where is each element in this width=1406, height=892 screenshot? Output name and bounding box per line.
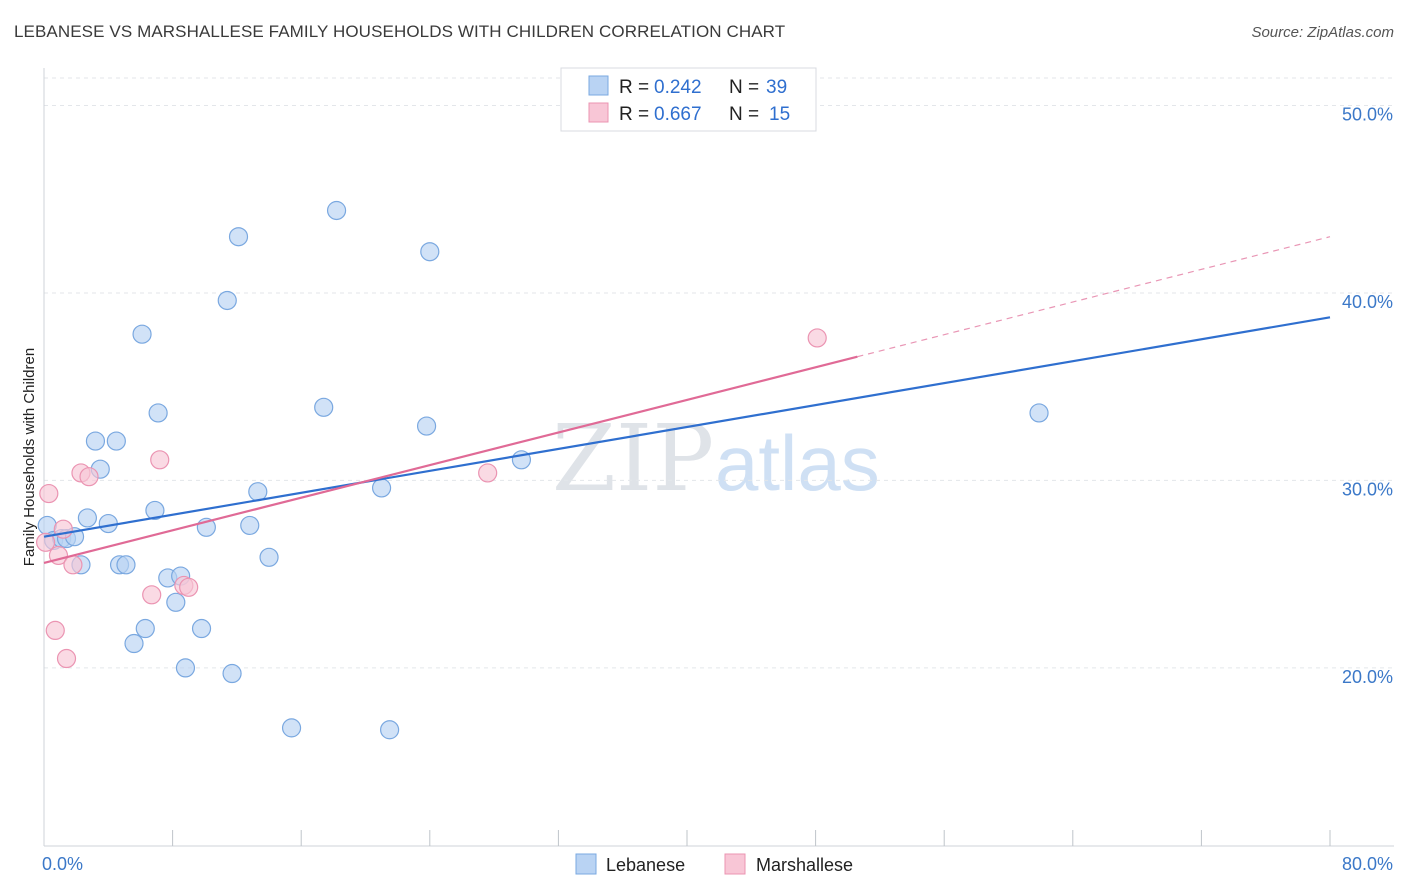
legend-n-value-marshallese: 15 [769,104,790,125]
trend-line-marshallese-extrapolated [857,236,1331,358]
watermark-zip: ZIP [552,405,714,512]
point-lebanese [106,431,126,451]
legend-swatch-marshallese [588,102,609,123]
point-marshallese [179,577,199,597]
point-marshallese [79,467,99,487]
point-lebanese [85,431,106,451]
point-lebanese [380,720,400,740]
bottom-legend: Lebanese Marshallese [575,853,853,875]
x-tick-label-min: 0.0% [42,854,83,874]
point-marshallese [39,483,59,504]
legend-r-label-marshallese: R = [619,104,649,125]
point-lebanese [124,633,144,654]
point-lebanese [1029,403,1049,423]
legend-swatch-lebanese [588,75,609,96]
point-lebanese [166,592,186,612]
x-tick-label-max: 80.0% [1342,854,1393,874]
point-marshallese [478,463,498,483]
point-lebanese [148,403,168,423]
data-points [36,200,1049,740]
point-lebanese [191,618,212,639]
point-lebanese [135,618,155,639]
legend: R = 0.242 N = 39 R = 0.667 N = 15 [560,67,817,132]
point-marshallese [63,555,83,575]
point-marshallese [56,648,77,669]
point-marshallese [45,620,65,641]
point-lebanese [228,227,249,247]
trend-line-marshallese [43,355,858,564]
bottom-legend-swatch-lebanese [575,853,597,875]
point-lebanese [281,718,302,738]
y-axis-label: Family Households with Children [21,348,38,566]
point-lebanese [326,200,347,221]
point-lebanese [314,397,334,417]
legend-n-value-lebanese: 39 [766,77,787,98]
point-lebanese [222,663,242,684]
legend-n-label-marshallese: N = [729,104,759,125]
y-tick-label: 20.0% [1342,667,1393,687]
x-axis-ticks [172,830,1331,846]
legend-r-value-marshallese: 0.667 [654,104,702,125]
point-lebanese [248,482,268,502]
point-lebanese [77,508,98,528]
zipatlas-watermark: ZIP atlas [552,405,880,512]
point-lebanese [145,500,165,521]
trend-line-lebanese [43,316,1331,538]
gridlines [44,77,1394,669]
source-label: Source: ZipAtlas.com [1251,24,1394,41]
point-lebanese [240,515,260,536]
bottom-legend-label-lebanese: Lebanese [606,855,685,875]
point-lebanese [175,658,196,678]
legend-r-value-lebanese: 0.242 [654,77,702,98]
point-marshallese [150,450,170,470]
point-marshallese [36,532,56,552]
point-lebanese [420,242,440,262]
point-lebanese [259,547,279,567]
point-lebanese [116,555,136,575]
trend-lines [43,236,1331,564]
y-axis-tick-labels: 20.0% 30.0% 40.0% 50.0% [1342,104,1393,686]
bottom-legend-swatch-marshallese [724,853,746,875]
point-lebanese [371,478,392,498]
point-marshallese [807,328,827,348]
y-tick-label: 40.0% [1342,292,1393,312]
point-lebanese [132,324,152,344]
point-marshallese [142,585,162,605]
bottom-legend-label-marshallese: Marshallese [756,855,853,875]
y-tick-label: 30.0% [1342,479,1393,499]
y-tick-label: 50.0% [1342,104,1393,124]
point-lebanese [217,290,237,311]
point-lebanese [416,416,437,436]
legend-r-label-lebanese: R = [619,77,649,98]
chart-title: LEBANESE VS MARSHALLESE FAMILY HOUSEHOLD… [14,22,786,41]
legend-n-label-lebanese: N = [729,77,759,98]
watermark-atlas: atlas [715,419,880,507]
